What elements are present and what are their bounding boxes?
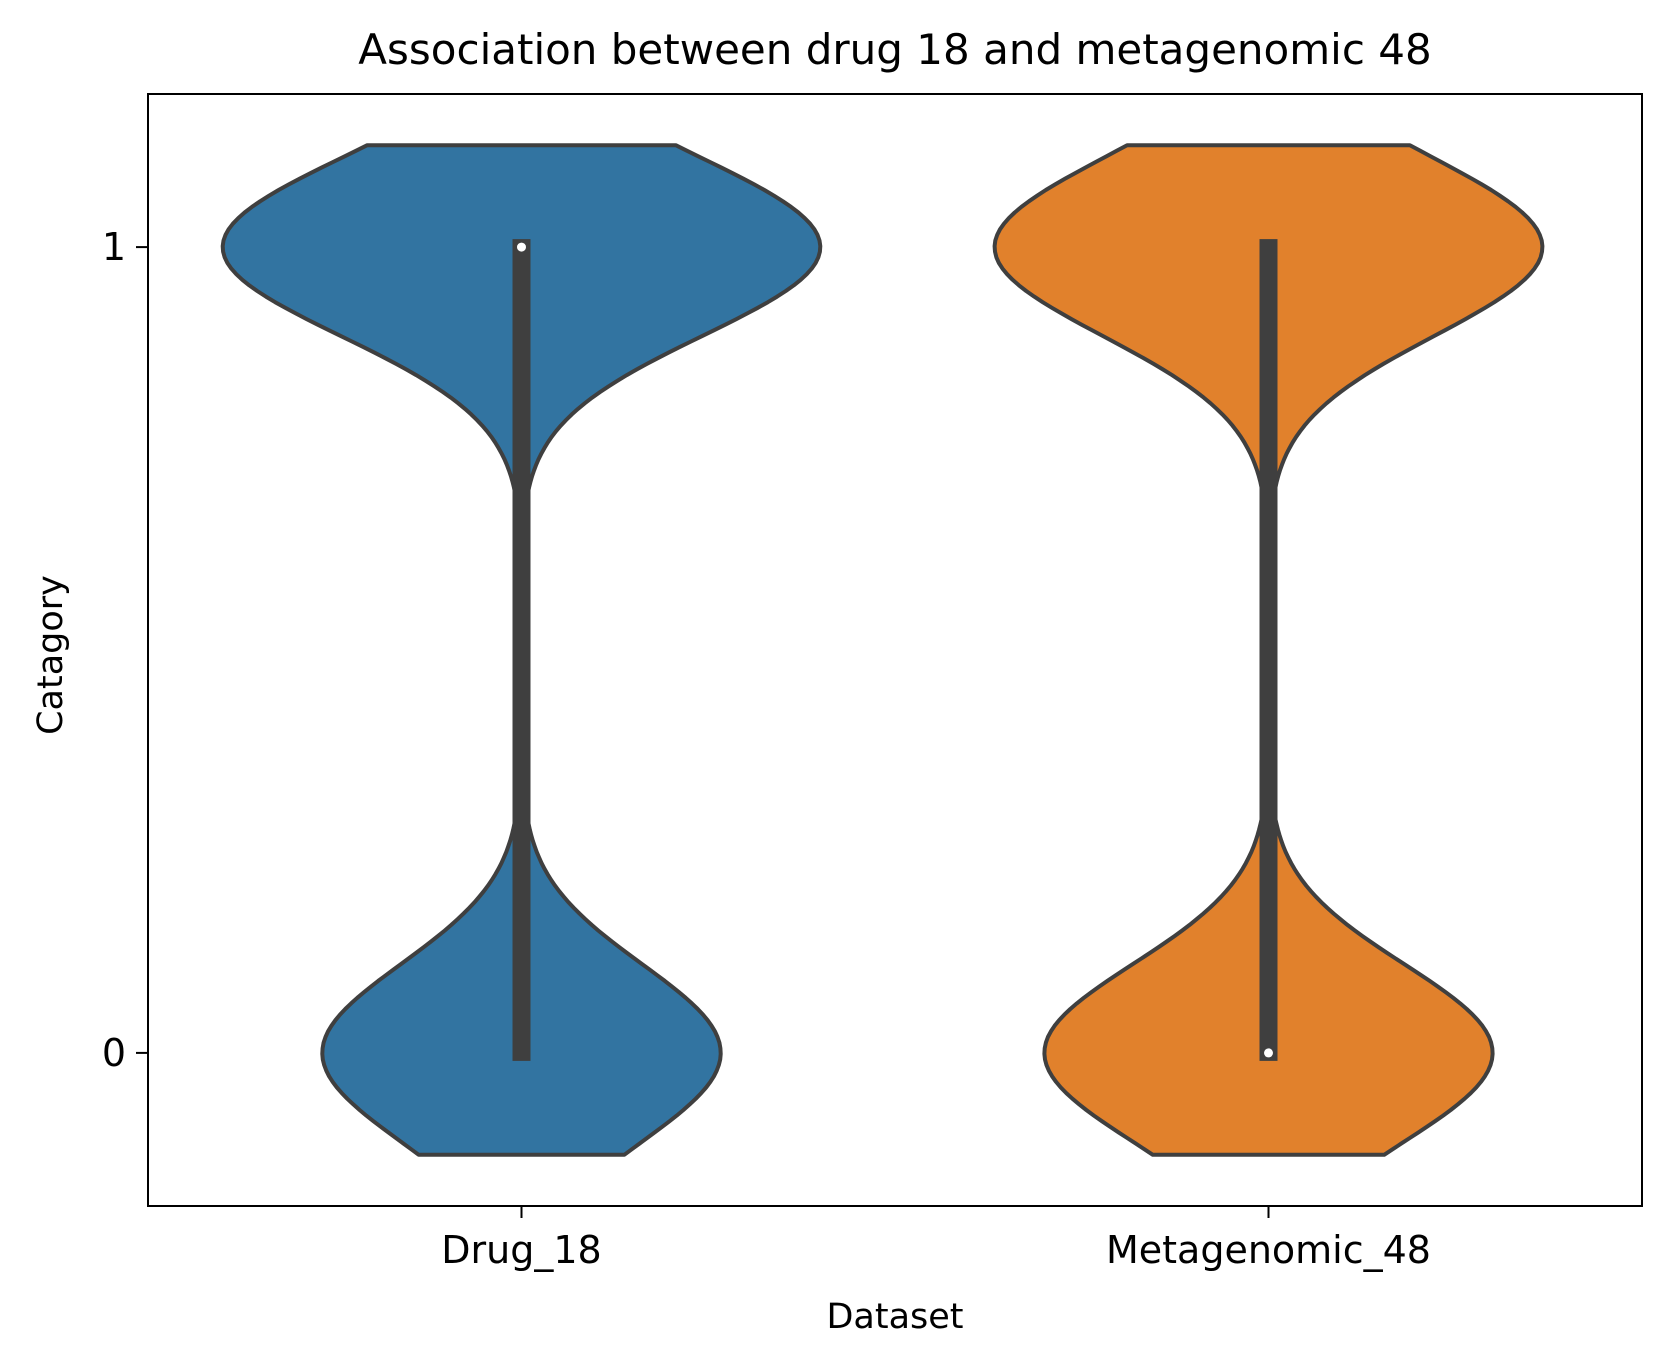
iqr-bar-drug_18 [512,239,531,1061]
x-tick-label-drug_18: Drug_18 [441,1228,601,1272]
y-tick-label-0: 0 [102,1031,126,1075]
plot-area [220,143,1545,1157]
iqr-bar-metagenomic_48 [1259,239,1278,1061]
axes: 0 1 Drug_18 Metagenomic_48 [102,225,1431,1272]
y-axis-label: Catagory [31,575,71,735]
x-axis-label: Dataset [826,1297,963,1337]
chart-title: Association between drug 18 and metageno… [358,25,1431,74]
y-tick-label-1: 1 [102,225,126,269]
median-dot-metagenomic_48 [1264,1048,1273,1058]
median-dot-drug_18 [517,242,526,252]
x-tick-label-metagenomic_48: Metagenomic_48 [1106,1228,1431,1272]
plot-frame [147,93,1643,1207]
